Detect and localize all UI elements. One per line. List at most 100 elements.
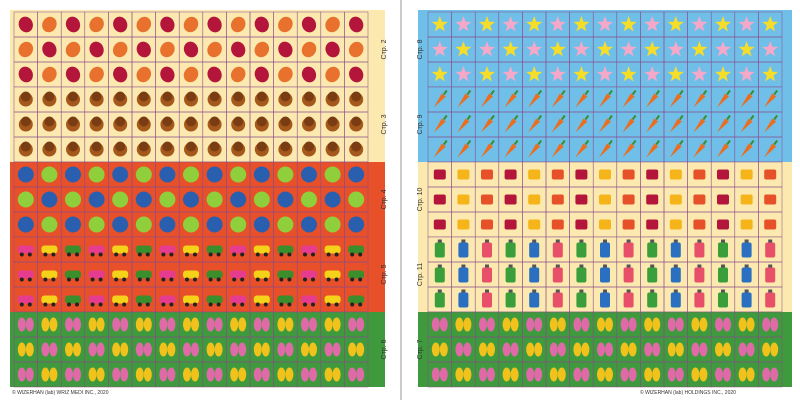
wheel <box>114 277 119 282</box>
butterfly-wing <box>167 342 176 357</box>
tool-sticker <box>575 194 588 205</box>
butterfly-wing <box>348 342 357 357</box>
star-sticker <box>596 16 614 32</box>
wheel <box>240 252 245 257</box>
butterfly-wing <box>487 342 495 357</box>
tool-sticker <box>457 219 470 230</box>
butterfly-wing <box>206 317 215 332</box>
star-sticker <box>502 66 519 82</box>
butterfly-wing <box>510 317 519 332</box>
butterfly-wing <box>159 317 168 332</box>
star-sticker <box>478 16 496 32</box>
carrot-top <box>442 114 448 121</box>
carrot-sticker <box>764 143 777 158</box>
butterfly-wing <box>65 367 73 382</box>
carrot-top <box>678 139 684 146</box>
wheel <box>75 252 79 257</box>
butterfly-wing <box>652 367 661 382</box>
butterfly-wing <box>73 342 81 357</box>
wheel <box>98 252 103 257</box>
butterfly-wing <box>479 342 487 357</box>
butterfly-wing <box>261 342 270 357</box>
butterfly-wing <box>49 317 58 332</box>
nut-cap <box>209 91 220 102</box>
ball-sticker <box>324 216 341 233</box>
nut-cap <box>233 141 244 152</box>
ball-sticker <box>88 166 105 183</box>
car-sticker <box>65 245 81 254</box>
ball-sticker <box>253 216 270 233</box>
butterfly-wing <box>120 367 129 382</box>
bottle-cap <box>673 289 678 293</box>
wheel <box>90 252 95 257</box>
ball-sticker <box>206 191 223 208</box>
leaf-sticker <box>89 41 104 58</box>
car-sticker <box>17 270 34 279</box>
bottle-sticker <box>482 267 492 283</box>
tool-sticker <box>669 194 682 205</box>
carrot-sticker <box>457 93 470 108</box>
tool-sticker <box>693 219 706 230</box>
carrot-top <box>655 114 661 121</box>
bottle-sticker <box>529 267 540 283</box>
carrot-sticker <box>481 118 493 133</box>
wheel <box>232 302 237 307</box>
butterfly-wing <box>534 317 543 332</box>
star-sticker <box>455 16 472 32</box>
bottle-cap <box>768 289 773 293</box>
nut-cap <box>256 116 267 127</box>
car-sticker <box>324 270 341 279</box>
car-sticker <box>348 295 365 304</box>
butterfly-wing <box>88 317 97 332</box>
butterfly-wing <box>479 367 487 382</box>
ball-sticker <box>230 191 247 208</box>
carrot-top <box>631 139 637 146</box>
wheel <box>67 252 71 257</box>
leaf-sticker <box>160 66 175 83</box>
bottle-sticker <box>741 292 752 308</box>
wheel <box>255 277 260 282</box>
tool-sticker <box>669 219 682 230</box>
bottle-sticker <box>623 292 634 308</box>
carrot-sticker <box>551 93 564 108</box>
butterfly-wing <box>309 342 317 357</box>
carrot-sticker <box>575 143 588 158</box>
wheel <box>311 277 315 282</box>
bottle-sticker <box>552 292 563 308</box>
ball-sticker <box>230 166 247 183</box>
carrot-sticker <box>646 143 659 158</box>
ball-sticker <box>135 216 152 233</box>
bottle-cap <box>721 239 725 243</box>
ball-sticker <box>112 191 129 208</box>
wheel <box>358 252 363 257</box>
butterfly-wing <box>667 342 676 357</box>
butterfly-wing <box>652 317 661 332</box>
bottle-cap <box>603 289 607 293</box>
carrot-sticker <box>575 93 588 108</box>
bottle-cap <box>744 239 749 243</box>
bottle-sticker <box>552 267 563 283</box>
butterfly-wing <box>573 342 582 357</box>
page-label: Стр. 10 <box>417 187 424 211</box>
wheel <box>145 252 150 257</box>
car-sticker <box>348 245 365 254</box>
bottle-cap <box>532 264 537 268</box>
ball-sticker <box>159 216 176 233</box>
butterfly-wing <box>65 342 73 357</box>
carrot-sticker <box>504 93 517 108</box>
butterfly-wing <box>463 317 472 332</box>
nut-cap <box>327 116 338 127</box>
butterfly-wing <box>762 317 771 332</box>
bottle-cap <box>579 239 584 243</box>
leaf-sticker <box>325 66 340 83</box>
nut-cap <box>209 116 220 127</box>
carrot-sticker <box>693 118 706 133</box>
butterfly-wing <box>455 317 464 332</box>
butterfly-wing <box>253 342 262 357</box>
bottle-sticker <box>670 267 681 283</box>
carrot-top <box>442 89 448 96</box>
butterfly-wing <box>487 317 495 332</box>
nut-cap <box>256 141 267 152</box>
carrot-top <box>608 114 613 121</box>
tool-sticker <box>740 219 753 230</box>
